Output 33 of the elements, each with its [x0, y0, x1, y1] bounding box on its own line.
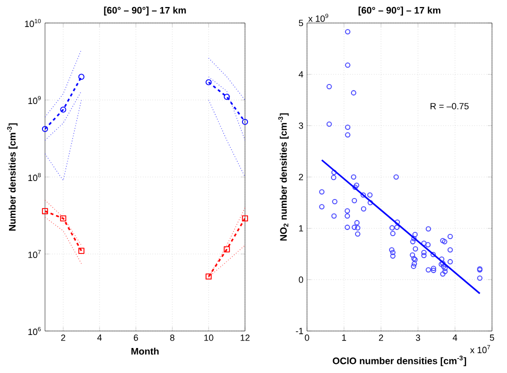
x-tick-label: 5	[490, 334, 494, 341]
x-tick-label: 10	[204, 334, 214, 341]
y-tick-label: 10$^{6}$	[28, 326, 41, 336]
y-tick-label: 10$^{9}$	[28, 96, 41, 104]
x-tick-label: 6	[134, 334, 138, 341]
y-axis-title: Number densities [cm$^{-3}$]	[7, 123, 18, 231]
x-tick-label: 2	[378, 334, 384, 341]
text: x 10$^{9}$	[308, 14, 328, 22]
y-tick-label: 3	[298, 122, 304, 129]
x-tick-label: 2	[61, 334, 66, 341]
chart-title: [60° – 90°] – 17 km	[358, 6, 440, 16]
x-axis-title: OClO number densities [cm$^{-3}$]	[332, 356, 466, 366]
x-tick-label: 12	[240, 334, 250, 341]
x-tick-label: 4	[97, 334, 102, 341]
y-tick-label: 10$^{7}$	[28, 250, 41, 258]
y-tick-label: 10$^{10}$	[25, 18, 41, 28]
text: x 10$^{7}$	[470, 345, 490, 354]
y-tick-label: 0	[298, 276, 304, 283]
x-tick-label: 8	[170, 334, 174, 341]
y-axis-title: NO$_{2}$ number densities [cm$^{-3}$]	[278, 113, 289, 241]
x-tick-label: 4	[452, 334, 458, 341]
y-tick-label: 4	[298, 71, 304, 78]
x-tick-label: 0	[304, 334, 310, 341]
x-axis-title: Month	[131, 348, 159, 355]
chart-title: [60° – 90°] – 17 km	[104, 6, 186, 16]
y-tick-label: 10$^{8}$	[28, 172, 41, 182]
y-tick-label: 2	[298, 174, 304, 180]
annotation: R = –0.75	[430, 102, 469, 110]
y-tick-label: 5	[298, 20, 304, 26]
x-tick-label: 3	[416, 334, 420, 341]
y-tick-label: 1	[299, 225, 304, 232]
y-tick-label: -1	[296, 328, 304, 334]
x-tick-label: 1	[342, 334, 346, 341]
